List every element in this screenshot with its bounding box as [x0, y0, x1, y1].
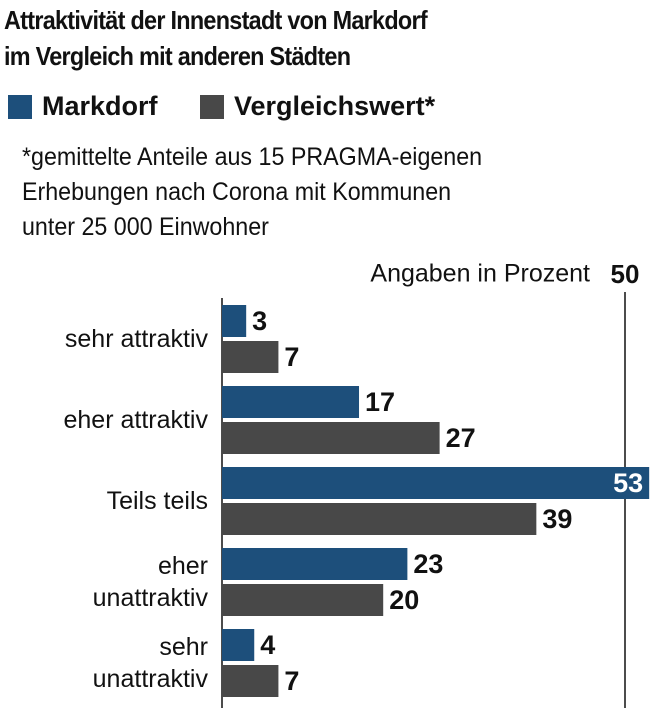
- value-label: 27: [446, 423, 476, 453]
- bar: [222, 503, 537, 535]
- x-tick-label: 50: [611, 259, 640, 289]
- legend-label: Vergleichswert*: [234, 91, 436, 121]
- value-label: 17: [365, 387, 395, 417]
- note: *gemittelte Anteile aus 15 PRAGMA-eigene…: [22, 143, 483, 241]
- value-label: 4: [260, 630, 275, 660]
- y-tick-label: eher unattraktiv: [92, 552, 208, 612]
- bar: [222, 305, 247, 337]
- value-label: 20: [389, 585, 419, 615]
- bar: [222, 584, 384, 616]
- value-label: 53: [613, 468, 643, 498]
- value-label: 39: [542, 504, 572, 534]
- value-label: 7: [284, 342, 299, 372]
- y-tick-label: eher attraktiv: [63, 406, 208, 434]
- bar: [222, 665, 279, 697]
- axis-label: Angaben in Prozent: [370, 260, 590, 288]
- y-tick-label: sehr attraktiv: [64, 325, 208, 353]
- value-label: 7: [284, 666, 299, 696]
- legend-label: Markdorf: [42, 91, 159, 121]
- y-tick-label: Teils teils: [106, 487, 208, 515]
- value-label: 3: [252, 306, 267, 336]
- bar: [222, 422, 440, 454]
- y-tick-label: sehr unattraktiv: [92, 633, 208, 693]
- legend-swatch: [8, 95, 32, 119]
- bar: [222, 341, 279, 373]
- legend-swatch: [200, 95, 224, 119]
- bar: [222, 629, 255, 661]
- bar: [222, 467, 650, 499]
- bar: [222, 548, 408, 580]
- chart-title: Attraktivität der Innenstadt von Markdor…: [4, 5, 428, 71]
- bar: [222, 386, 360, 418]
- value-label: 23: [413, 549, 443, 579]
